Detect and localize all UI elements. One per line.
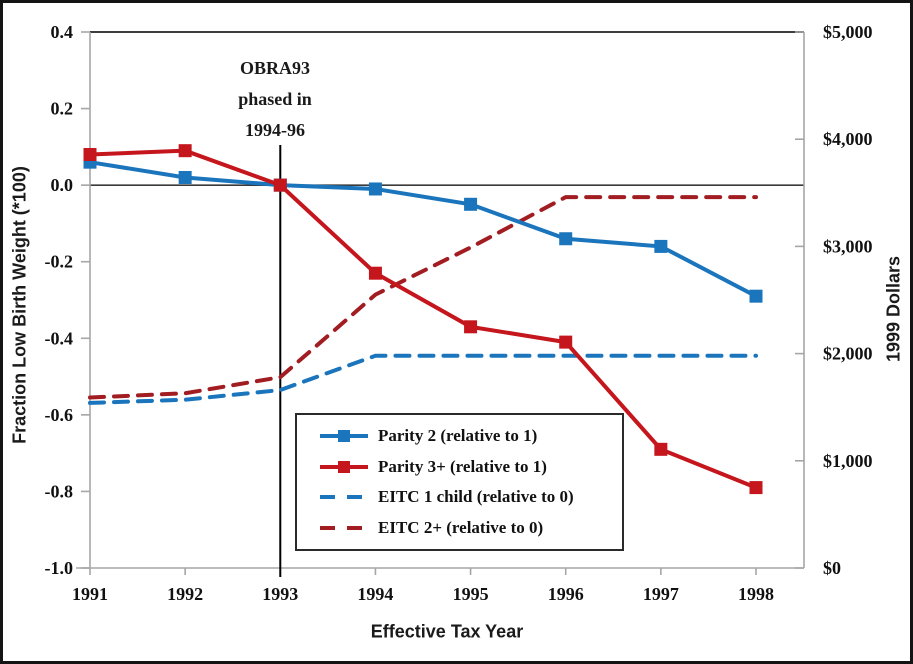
y-left-tick-label: -0.6: [45, 405, 74, 425]
series-line-3: [88, 353, 758, 405]
x-tick-label: 1992: [167, 584, 203, 604]
x-axis-title: Effective Tax Year: [370, 621, 524, 642]
x-tick-label: 1995: [453, 584, 489, 604]
legend-line-sample: [320, 495, 368, 500]
series-marker-2: [83, 148, 97, 162]
series-marker-1: [368, 182, 382, 196]
annotation-line-1: OBRA93: [239, 58, 310, 78]
series-marker-2: [749, 481, 763, 495]
y-axis-title-left: Fraction Low Birth Weight (*100): [9, 166, 30, 444]
legend-label: Parity 2 (relative to 1): [378, 426, 538, 446]
legend-label: Parity 3+ (relative to 1): [378, 456, 547, 476]
y-left-tick-label: -0.4: [45, 328, 74, 348]
y-left-tick-label: -0.2: [45, 252, 74, 272]
series-marker-1: [749, 289, 763, 303]
legend-line-sample: [320, 525, 368, 530]
legend: Parity 2 (relative to 1) Parity 3+ (relat…: [295, 413, 624, 551]
y-right-tick-label: $5,000: [823, 22, 873, 42]
series-line-4: [88, 195, 758, 400]
legend-item-4: EITC 2+ (relative to 0): [319, 518, 616, 538]
legend-line-sample: [320, 460, 368, 473]
series-marker-2: [464, 320, 478, 334]
series-marker-1: [654, 239, 668, 253]
series-marker-1: [559, 232, 573, 246]
series-marker-1: [178, 170, 192, 184]
legend-line-sample: [320, 430, 368, 443]
y-right-tick-label: $2,000: [823, 344, 873, 364]
legend-item-3: EITC 1 child (relative to 0): [319, 487, 616, 507]
x-tick-label: 1996: [548, 584, 584, 604]
legend-item-1: Parity 2 (relative to 1): [319, 426, 616, 446]
legend-item-2: Parity 3+ (relative to 1): [319, 457, 616, 477]
x-tick-label: 1991: [72, 584, 108, 604]
x-tick-label: 1998: [738, 584, 774, 604]
annotation-line-3: 1994-96: [245, 120, 305, 140]
legend-label: EITC 1 child (relative to 0): [378, 487, 574, 507]
chart-plot-area: 0.4 0.2 0.0 -0.2 -0.4 -0.6 -0.8 -1.0 $5,000 $4,00…: [45, 22, 873, 604]
y-axis-title-right: 1999 Dollars: [883, 255, 904, 363]
series-marker-2: [559, 335, 573, 349]
series-marker-2: [654, 442, 668, 456]
annotation-line-2: phased in: [238, 89, 312, 109]
series-marker-1: [464, 197, 478, 211]
series-line-2: [88, 148, 758, 490]
series-line-1: [88, 160, 758, 299]
y-right-tick-label: $3,000: [823, 236, 873, 256]
y-right-tick-label: $4,000: [823, 129, 873, 149]
series-marker-2: [273, 178, 287, 192]
y-left-tick-label: 0.2: [51, 99, 74, 119]
x-tick-label: 1994: [357, 584, 393, 604]
obra93-annotation: OBRA93 phased in 1994-96: [179, 53, 371, 146]
y-right-tick-label: $0: [823, 558, 841, 578]
series-marker-2: [368, 266, 382, 280]
y-left-tick-label: -1.0: [45, 558, 74, 578]
y-left-tick-label: -0.8: [45, 481, 74, 501]
series-marker-2: [178, 144, 192, 158]
legend-label: EITC 2+ (relative to 0): [378, 517, 544, 537]
x-tick-label: 1997: [643, 584, 679, 604]
x-tick-label: 1993: [262, 584, 298, 604]
y-left-tick-label: 0.4: [51, 22, 74, 42]
y-right-tick-label: $1,000: [823, 451, 873, 471]
y-left-tick-label: 0.0: [51, 175, 74, 195]
